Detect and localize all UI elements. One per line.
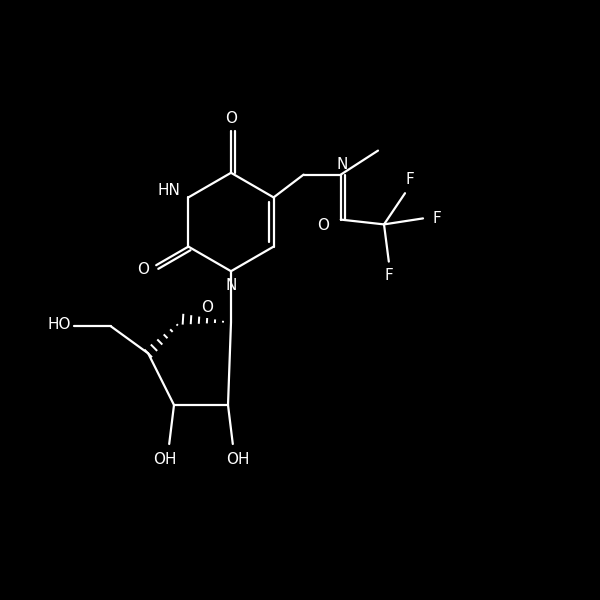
Text: HN: HN [158,182,181,197]
Text: F: F [385,268,393,283]
Text: F: F [406,172,414,187]
Text: O: O [201,300,213,315]
Text: HO: HO [47,317,71,332]
Text: F: F [433,211,441,226]
Text: N: N [226,278,236,293]
Text: OH: OH [226,451,250,467]
Text: O: O [317,218,329,233]
Text: N: N [337,157,348,172]
Text: OH: OH [152,451,176,467]
Text: O: O [137,263,149,277]
Text: O: O [225,112,237,127]
